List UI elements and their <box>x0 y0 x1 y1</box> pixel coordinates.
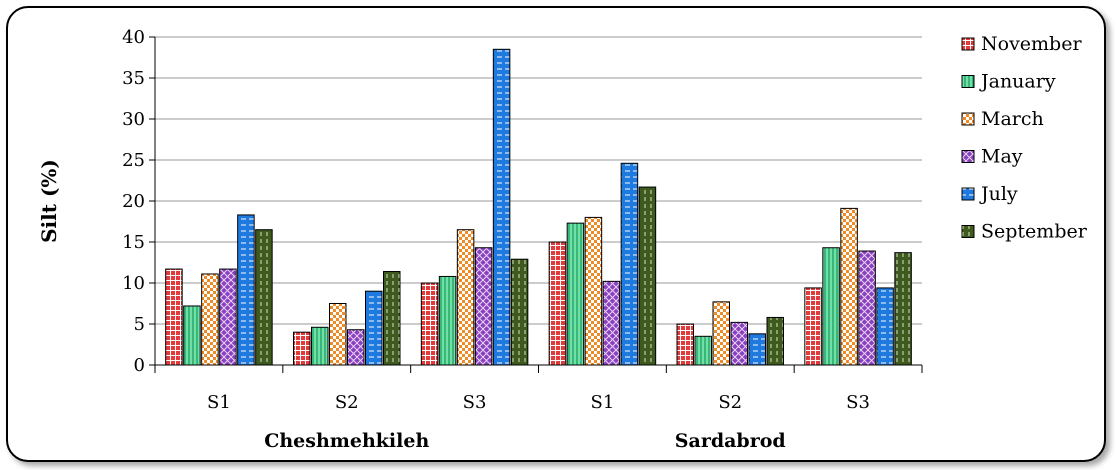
y-tick-label: 40 <box>122 27 145 48</box>
y-tick-label: 30 <box>122 109 145 130</box>
bar-november-5 <box>676 323 694 366</box>
bar-july-4 <box>620 162 639 366</box>
axes <box>149 36 923 373</box>
y-tick-label: 15 <box>122 232 145 253</box>
x-tick-label: S2 <box>335 392 359 413</box>
bar-january-5 <box>694 335 712 366</box>
bar-november-4 <box>548 241 567 366</box>
x-tick-label: S3 <box>846 392 870 413</box>
bar-march-5 <box>712 301 730 366</box>
bar-july-6 <box>876 287 894 366</box>
group-label: Cheshmehkileh <box>264 430 429 452</box>
legend-label-september: September <box>981 221 1088 243</box>
x-tick-label: S1 <box>591 392 615 413</box>
bar-september-3 <box>510 258 529 366</box>
bar-january-2 <box>311 326 329 366</box>
bar-january-6 <box>822 247 840 366</box>
bar-september-2 <box>383 271 401 366</box>
bar-july-1 <box>237 214 255 366</box>
y-axis-label: Silt (%) <box>37 159 61 243</box>
legend-swatch-july <box>961 187 975 201</box>
bar-may-5 <box>730 321 748 366</box>
bar-january-1 <box>183 305 201 366</box>
y-tick-label: 20 <box>122 191 145 212</box>
y-tick-label: 35 <box>122 68 145 89</box>
legend-swatch-may <box>961 150 975 163</box>
x-tick-label: S2 <box>718 392 742 413</box>
y-tick-label: 10 <box>122 273 145 294</box>
y-tick-label: 25 <box>122 150 145 171</box>
bar-may-4 <box>602 280 621 366</box>
legend-label-january: January <box>979 71 1056 93</box>
y-tick-label: 5 <box>134 314 145 335</box>
group-label: Sardabrod <box>675 430 786 452</box>
legend-swatch-september <box>961 225 975 238</box>
x-tick-label: S3 <box>463 392 487 413</box>
legend-swatch-november <box>961 37 975 51</box>
bar-july-3 <box>492 48 511 366</box>
legend-label-may: May <box>981 146 1023 168</box>
legend-label-march: March <box>981 108 1044 130</box>
legend-swatch-march <box>961 112 975 126</box>
bar-november-2 <box>293 331 311 366</box>
bar-march-1 <box>201 273 219 366</box>
bar-march-6 <box>840 207 858 366</box>
bar-march-4 <box>584 216 603 366</box>
bar-may-1 <box>219 268 237 366</box>
bar-march-3 <box>456 229 475 366</box>
bar-september-1 <box>255 229 273 366</box>
bar-may-2 <box>347 329 365 366</box>
bar-september-5 <box>766 316 784 366</box>
gridlines <box>155 36 922 325</box>
chart-frame <box>6 6 1106 462</box>
legend-swatch-january <box>961 75 975 88</box>
bar-november-1 <box>165 268 183 366</box>
bar-november-3 <box>420 282 439 366</box>
bar-september-4 <box>638 186 657 366</box>
bars <box>165 48 912 366</box>
legend-label-july: July <box>979 183 1018 205</box>
y-tick-label: 0 <box>134 355 145 376</box>
bar-july-5 <box>748 333 766 366</box>
x-tick-label: S1 <box>207 392 231 413</box>
bar-november-6 <box>804 287 822 366</box>
bar-may-6 <box>858 250 876 366</box>
bar-march-2 <box>329 303 347 366</box>
bar-january-4 <box>566 222 585 366</box>
legend: November January March May July September <box>961 33 1088 243</box>
labels: 0 5 10 15 20 25 30 35 40 S1 S2 S3 S1 S2 S3 Cheshmehkile… <box>37 27 870 452</box>
legend-label-november: November <box>981 33 1082 55</box>
bar-september-6 <box>894 252 912 366</box>
bar-may-3 <box>474 247 493 366</box>
bar-july-2 <box>365 290 383 366</box>
bar-january-3 <box>438 275 457 366</box>
